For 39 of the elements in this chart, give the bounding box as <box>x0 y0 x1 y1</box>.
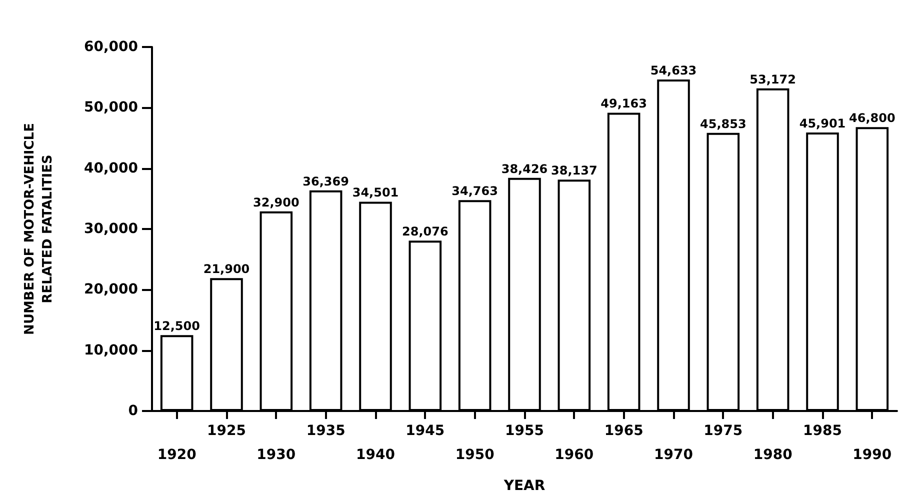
y-tick-label: 0 <box>128 403 138 419</box>
data-label: 36,369 <box>302 174 349 188</box>
x-tick-label: 1935 <box>306 423 346 439</box>
x-tick-label: 1920 <box>157 447 197 463</box>
x-tick-label: 1925 <box>207 423 246 439</box>
x-tick-label: 1960 <box>554 447 594 463</box>
data-label: 49,163 <box>600 96 647 111</box>
data-label: 28,076 <box>402 224 448 239</box>
y-tick-label: 10,000 <box>84 342 138 358</box>
x-tick-label: 1950 <box>455 447 495 463</box>
x-tick-label: 1990 <box>852 447 892 463</box>
x-tick-label: 1965 <box>604 423 644 439</box>
y-tick-label: 20,000 <box>84 282 138 298</box>
data-label: 45,853 <box>700 116 746 131</box>
x-tick-label: 1945 <box>406 423 445 439</box>
data-label: 34,763 <box>452 184 498 198</box>
y-tick-label: 40,000 <box>84 160 138 176</box>
y-tick-label: 60,000 <box>84 39 138 55</box>
data-label: 53,172 <box>750 72 796 86</box>
x-axis-title: YEAR <box>502 478 546 494</box>
data-label: 38,137 <box>551 164 598 178</box>
data-label: 32,900 <box>253 195 300 210</box>
data-label: 34,501 <box>352 186 399 200</box>
data-label: 54,633 <box>650 64 697 78</box>
x-tick-label: 1975 <box>704 423 743 439</box>
data-label: 46,800 <box>849 111 896 126</box>
data-label: 12,500 <box>154 319 200 334</box>
data-label: 45,901 <box>799 116 846 131</box>
y-axis-title: NUMBER OF MOTOR-VEHICLE RELATED FATALITIES <box>22 123 56 335</box>
x-tick-label: 1940 <box>356 447 396 463</box>
data-label: 21,900 <box>203 262 250 276</box>
x-tick-label: 1930 <box>256 447 296 463</box>
x-tick-label: 1985 <box>803 423 842 439</box>
y-tick-label: 30,000 <box>84 221 138 237</box>
x-tick-label: 1980 <box>753 447 793 463</box>
x-tick-label: 1970 <box>654 447 694 463</box>
data-label: 38,426 <box>501 162 548 176</box>
x-tick-label: 1955 <box>505 423 544 439</box>
y-tick-label: 50,000 <box>84 100 138 116</box>
